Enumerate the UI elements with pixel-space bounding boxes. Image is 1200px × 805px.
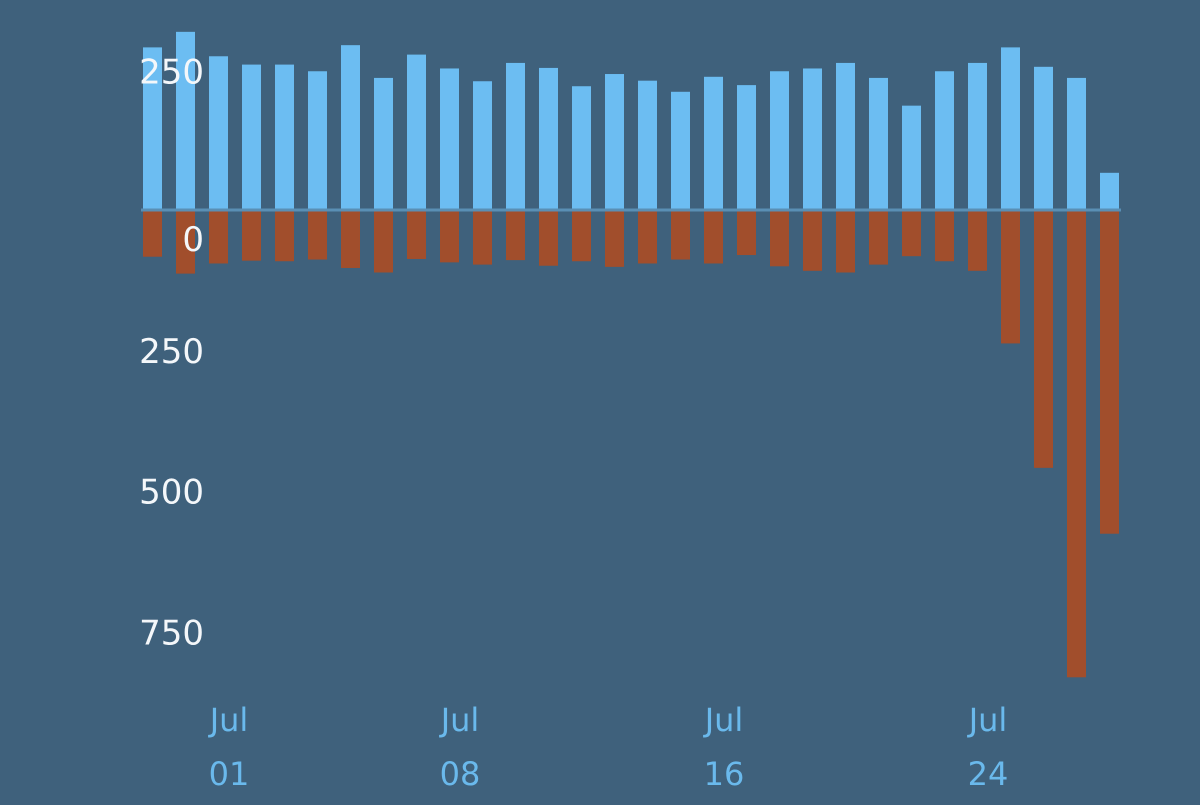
negative-bar-Jul 14 [605, 210, 624, 267]
negative-bar-Jul 02 [209, 210, 228, 264]
positive-bar-Jul 10 [473, 81, 492, 211]
negative-bar-Jul 15 [638, 210, 657, 264]
y-tick-label: 750 [139, 613, 204, 653]
positive-bar-Jul 16 [671, 91, 690, 210]
positive-bar-Jul 29 [1100, 172, 1119, 210]
positive-bar-Jul 09 [440, 68, 459, 210]
x-tick-label-day: 24 [968, 755, 1009, 793]
negative-bar-Jul 27 [1034, 210, 1053, 468]
positive-bar-Jul 24 [935, 71, 954, 210]
negative-bar-Jul 25 [968, 210, 987, 271]
x-tick-label-day: 16 [704, 755, 745, 793]
positive-bar-Jul 05 [308, 71, 327, 210]
y-tick-label: 250 [139, 52, 204, 92]
y-tick-label: 0 [182, 220, 204, 260]
positive-bars [143, 31, 1119, 211]
positive-bar-Jul 21 [836, 62, 855, 210]
positive-bar-Jul 14 [605, 74, 624, 211]
negative-bar-Jul 06 [341, 210, 360, 268]
positive-bar-Jul 01 [176, 31, 195, 210]
negative-bar-Jul 12 [539, 210, 558, 266]
negative-bar-Jul 21 [836, 210, 855, 273]
positive-bar-Jul 06 [341, 45, 360, 210]
positive-bar-Jul 02 [209, 56, 228, 210]
negative-bar-Jul 13 [572, 210, 591, 262]
y-tick-label: 250 [139, 332, 204, 372]
negative-bar-Jul 22 [869, 210, 888, 265]
negative-bar-Jul 03 [242, 210, 261, 261]
negative-bar-Jul 11 [506, 210, 525, 261]
y-tick-label: 500 [139, 473, 204, 513]
positive-bar-Jul 04 [275, 64, 294, 210]
negative-bar-Jul 26 [1001, 210, 1020, 344]
positive-bar-Jul 19 [770, 71, 789, 210]
negative-bar-Jul 28 [1067, 210, 1086, 678]
negative-bar-Jun 30 [143, 210, 162, 257]
positive-bar-Jul 28 [1067, 77, 1086, 210]
negative-bar-Jul 08 [407, 210, 426, 259]
negative-bar-Jul 16 [671, 210, 690, 260]
negative-bars [143, 210, 1119, 678]
positive-bar-Jul 20 [803, 68, 822, 210]
positive-bar-Jul 12 [539, 67, 558, 210]
x-tick-label-month: Jul [703, 701, 744, 739]
negative-bar-Jul 07 [374, 210, 393, 273]
positive-bar-Jul 08 [407, 54, 426, 210]
positive-bar-Jul 18 [737, 85, 756, 210]
positive-bar-Jul 27 [1034, 66, 1053, 210]
x-tick-label-day: 01 [209, 755, 250, 793]
negative-bar-Jul 24 [935, 210, 954, 262]
positive-bar-Jul 15 [638, 80, 657, 210]
x-tick-label-month: Jul [208, 701, 249, 739]
negative-bar-Jul 18 [737, 210, 756, 256]
x-tick-label-month: Jul [967, 701, 1008, 739]
positive-bar-Jul 22 [869, 77, 888, 210]
positive-bar-Jun 30 [143, 47, 162, 211]
negative-bar-Jul 29 [1100, 210, 1119, 534]
x-tick-label-month: Jul [439, 701, 480, 739]
positive-bar-Jul 07 [374, 77, 393, 210]
negative-bar-Jul 20 [803, 210, 822, 271]
negative-bar-Jul 17 [704, 210, 723, 264]
negative-bar-Jul 01 [176, 210, 195, 274]
positive-bar-Jul 26 [1001, 47, 1020, 211]
positive-bar-Jul 03 [242, 64, 261, 210]
negative-bar-Jul 04 [275, 210, 294, 262]
y-axis-tick-labels: 250 0 250 500 750 [139, 52, 204, 653]
x-tick-label-day: 08 [440, 755, 481, 793]
negative-bar-Jul 19 [770, 210, 789, 267]
x-axis-tick-labels: Jul 01 Jul 08 Jul 16 Jul 24 [208, 701, 1009, 793]
negative-bar-Jul 05 [308, 210, 327, 260]
positive-bar-Jul 25 [968, 62, 987, 210]
positive-bar-Jul 11 [506, 62, 525, 210]
negative-bar-Jul 10 [473, 210, 492, 265]
positive-bar-Jul 17 [704, 76, 723, 210]
negative-bar-Jul 23 [902, 210, 921, 257]
positive-bar-Jul 23 [902, 105, 921, 210]
negative-bar-Jul 09 [440, 210, 459, 263]
positive-bar-Jul 13 [572, 86, 591, 210]
